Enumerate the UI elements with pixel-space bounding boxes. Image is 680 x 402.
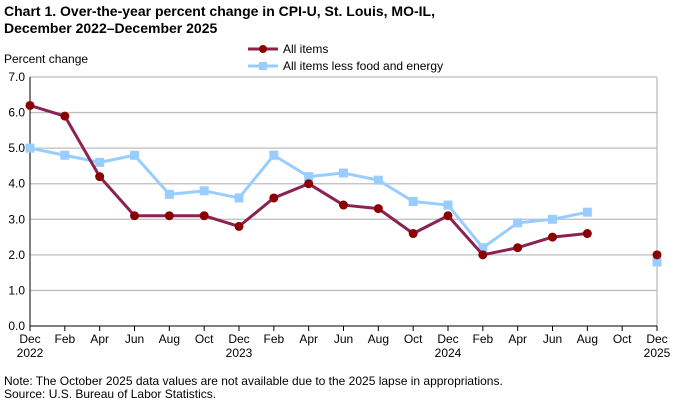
data-point <box>408 229 418 239</box>
chart-note: Note: The October 2025 data values are n… <box>4 374 503 388</box>
data-point <box>199 186 209 196</box>
legend-marker-all-items <box>259 45 267 53</box>
y-tick-label: 0.0 <box>8 319 25 333</box>
y-tick-label: 7.0 <box>8 70 25 84</box>
data-point <box>652 257 662 267</box>
x-tick-label: Oct <box>613 332 632 346</box>
y-tick-label: 4.0 <box>8 177 25 191</box>
x-tick-label: Dec <box>19 332 40 346</box>
legend: All items All items less food and energy <box>248 42 443 73</box>
data-point <box>443 200 453 210</box>
data-point <box>652 250 662 260</box>
data-point <box>582 207 592 217</box>
x-tick-year: 2024 <box>435 346 462 360</box>
x-tick-label: Jun <box>334 332 353 346</box>
data-point <box>130 211 139 221</box>
x-tick-label: Apr <box>508 332 527 346</box>
x-tick-label: Aug <box>159 332 180 346</box>
data-point <box>339 200 348 210</box>
data-point <box>373 204 383 214</box>
data-point <box>234 221 244 231</box>
legend-marker-core <box>259 62 267 70</box>
data-point <box>130 150 139 160</box>
x-tick-label: Dec <box>228 332 249 346</box>
data-point <box>25 143 35 153</box>
x-tick-label: Aug <box>368 332 389 346</box>
data-point <box>304 172 314 182</box>
x-tick-label: Apr <box>299 332 318 346</box>
data-point <box>95 157 105 167</box>
x-tick-label: Jun <box>125 332 144 346</box>
data-point <box>408 197 418 206</box>
data-point <box>25 100 35 110</box>
y-tick-label: 3.0 <box>8 212 25 226</box>
x-tick-year: 2025 <box>644 346 671 360</box>
x-tick-label: Dec <box>646 332 667 346</box>
x-tick-year: 2022 <box>17 346 44 360</box>
x-tick-label: Feb <box>263 332 284 346</box>
data-point <box>60 111 70 121</box>
data-point <box>199 211 209 221</box>
data-point <box>548 232 557 242</box>
data-point <box>95 172 105 182</box>
data-point <box>582 229 592 239</box>
x-tick-label: Jun <box>543 332 562 346</box>
x-tick-label: Feb <box>54 332 75 346</box>
y-tick-label: 2.0 <box>8 248 25 262</box>
x-tick-label: Oct <box>404 332 423 346</box>
data-point <box>164 211 174 221</box>
data-point <box>269 150 279 160</box>
data-point <box>478 250 488 260</box>
data-point <box>513 218 523 228</box>
data-point <box>60 150 70 160</box>
y-axis-label: Percent change <box>4 52 88 66</box>
data-point <box>234 193 244 203</box>
data-point <box>478 243 488 253</box>
legend-label-all-items: All items <box>283 42 328 56</box>
series-line <box>29 146 588 250</box>
x-tick-label: Oct <box>195 332 214 346</box>
x-tick-year: 2023 <box>226 346 253 360</box>
legend-label-core: All items less food and energy <box>283 59 443 73</box>
data-point <box>164 189 174 199</box>
x-tick-label: Aug <box>577 332 598 346</box>
x-tick-label: Dec <box>437 332 458 346</box>
x-tick-label: Apr <box>90 332 109 346</box>
chart-source: Source: U.S. Bureau of Labor Statistics. <box>4 387 216 401</box>
chart-title-line1: Chart 1. Over-the-year percent change in… <box>4 3 435 19</box>
data-point <box>513 243 523 253</box>
y-tick-label: 6.0 <box>8 106 25 120</box>
y-tick-label: 5.0 <box>8 141 25 155</box>
data-point <box>269 193 279 203</box>
data-point <box>304 179 314 189</box>
data-point <box>443 211 453 221</box>
data-point <box>339 168 348 178</box>
chart-title-line2: December 2022–December 2025 <box>4 20 217 36</box>
data-point <box>548 214 557 224</box>
data-point <box>373 175 383 185</box>
y-tick-label: 1.0 <box>8 283 25 297</box>
x-tick-label: Feb <box>472 332 493 346</box>
